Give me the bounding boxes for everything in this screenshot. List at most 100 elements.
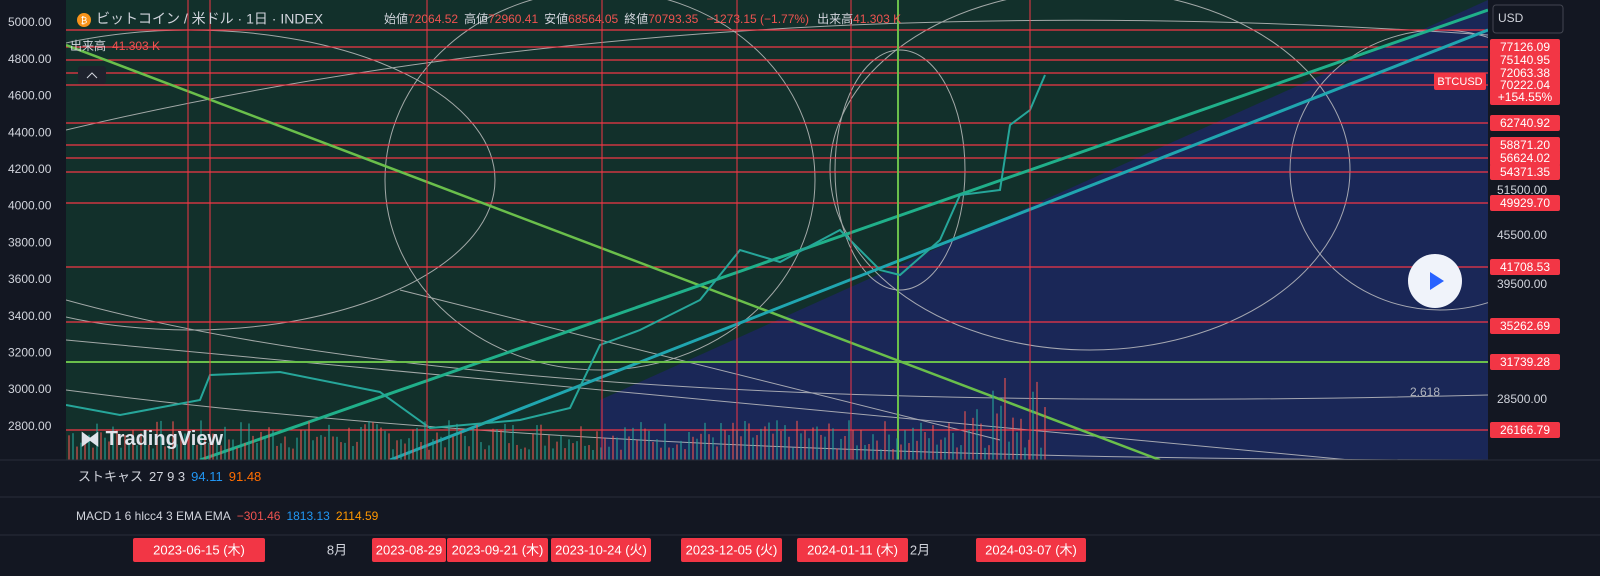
volume-legend: 出来高 41.303 K bbox=[70, 38, 160, 53]
volume-bar bbox=[928, 438, 930, 460]
volume-bar bbox=[460, 432, 462, 460]
price-tag bbox=[1490, 150, 1560, 166]
currency-button[interactable] bbox=[1492, 4, 1564, 34]
volume-bar bbox=[492, 428, 494, 460]
left-axis-label: 3600.00 bbox=[8, 272, 52, 286]
price-tag bbox=[1490, 115, 1560, 131]
volume-bar bbox=[732, 422, 734, 460]
price-tag-text: 75140.95 bbox=[1500, 53, 1550, 67]
volume-bar bbox=[208, 443, 210, 460]
volume-bar bbox=[244, 442, 246, 460]
volume-bar bbox=[328, 424, 330, 460]
vertical-lines bbox=[187, 0, 1031, 460]
volume-bar bbox=[640, 422, 642, 460]
volume-bar bbox=[728, 435, 730, 460]
price-axis-label: 45500.00 bbox=[1497, 228, 1547, 242]
date-label: 2024-01-11 (木) bbox=[807, 542, 898, 557]
volume-bar bbox=[276, 445, 278, 460]
volume-bar bbox=[1032, 391, 1034, 460]
date-label: 2023-08-29 bbox=[376, 542, 443, 557]
volume-bar bbox=[184, 433, 186, 460]
volume-bar bbox=[848, 420, 850, 460]
volume-bar bbox=[788, 436, 790, 460]
volume-bar bbox=[248, 423, 250, 460]
axis-labels: 5000.00 4800.00 4600.00 4400.00 4200.00 4000.… bbox=[8, 15, 1560, 438]
ohlc-value: 70793.35 bbox=[648, 12, 698, 26]
volume-bar bbox=[960, 445, 962, 460]
volume-bar bbox=[712, 437, 714, 460]
volume-bar bbox=[484, 449, 486, 460]
volume-bar bbox=[672, 447, 674, 460]
volume-bar bbox=[976, 409, 978, 460]
price-tag-text: 54371.35 bbox=[1500, 165, 1550, 179]
left-axis-label: 4400.00 bbox=[8, 125, 52, 139]
volume-bar bbox=[612, 435, 614, 460]
volume-bar bbox=[704, 422, 706, 460]
collapse-button[interactable] bbox=[78, 66, 106, 84]
volume-bar bbox=[472, 426, 474, 460]
volume-bar bbox=[552, 448, 554, 460]
price-tag-text: 41708.53 bbox=[1500, 260, 1550, 274]
price-tag bbox=[1490, 39, 1560, 55]
price-tag bbox=[1490, 137, 1560, 153]
volume-bar bbox=[936, 444, 938, 460]
price-tag bbox=[1490, 259, 1560, 275]
volume-bar bbox=[372, 422, 374, 460]
volume-bar bbox=[84, 436, 86, 460]
volume-bar bbox=[420, 441, 422, 460]
volume-bar bbox=[592, 449, 594, 460]
volume-bar bbox=[96, 423, 98, 460]
volume-bar bbox=[892, 448, 894, 460]
date-tag bbox=[797, 538, 908, 562]
left-axis-label: 3400.00 bbox=[8, 309, 52, 323]
volume-bar bbox=[604, 437, 606, 460]
fill-zone bbox=[600, 0, 1488, 460]
volume-bar bbox=[340, 442, 342, 460]
volume-bar bbox=[700, 433, 702, 460]
price-tag bbox=[1490, 422, 1560, 438]
plot-area bbox=[66, 0, 1488, 460]
volume-bar bbox=[1004, 377, 1006, 460]
volume-bar bbox=[744, 420, 746, 460]
volume-bar bbox=[476, 423, 478, 460]
indicator-params: 27 9 3 bbox=[149, 469, 185, 484]
volume-bar bbox=[364, 424, 366, 460]
volume-bar bbox=[252, 435, 254, 460]
volume-bar bbox=[872, 434, 874, 460]
volume-bar bbox=[256, 442, 258, 460]
volume-bar bbox=[228, 439, 230, 460]
volume-bar bbox=[232, 439, 234, 460]
price-tag-text: 72063.38 bbox=[1500, 66, 1550, 80]
volume-bar bbox=[696, 438, 698, 460]
play-icon bbox=[1430, 272, 1444, 290]
price-tag bbox=[1490, 52, 1560, 68]
ohlc-label: 高値 bbox=[464, 11, 488, 26]
date-label: 2024-03-07 (木) bbox=[985, 542, 1077, 557]
volume-bar bbox=[164, 446, 166, 460]
volume-bar bbox=[76, 446, 78, 460]
volume-bar bbox=[488, 445, 490, 460]
volume-bar bbox=[564, 448, 566, 460]
volume-bar bbox=[240, 422, 242, 460]
volume-bar bbox=[156, 421, 158, 460]
volume-bar bbox=[456, 423, 458, 460]
volume-bar bbox=[368, 420, 370, 460]
volume-bar bbox=[804, 430, 806, 460]
volume-bar bbox=[768, 422, 770, 460]
volume-bar bbox=[556, 441, 558, 460]
volume-bar bbox=[820, 434, 822, 460]
price-tag-text: 49929.70 bbox=[1500, 196, 1550, 210]
volume-bar bbox=[144, 435, 146, 460]
volume-bar bbox=[932, 425, 934, 460]
symbol-tag-text: BTCUSD bbox=[1437, 76, 1482, 88]
volume-bar bbox=[624, 427, 626, 460]
volume-bar bbox=[88, 434, 90, 460]
volume-bar bbox=[92, 447, 94, 460]
ellipse bbox=[384, 0, 816, 371]
volume-bar bbox=[908, 443, 910, 460]
volume-bar bbox=[760, 428, 762, 460]
volume-bar bbox=[296, 437, 298, 460]
price-tag bbox=[1490, 318, 1560, 334]
volume-bar bbox=[800, 433, 802, 460]
volume-bar bbox=[432, 439, 434, 460]
